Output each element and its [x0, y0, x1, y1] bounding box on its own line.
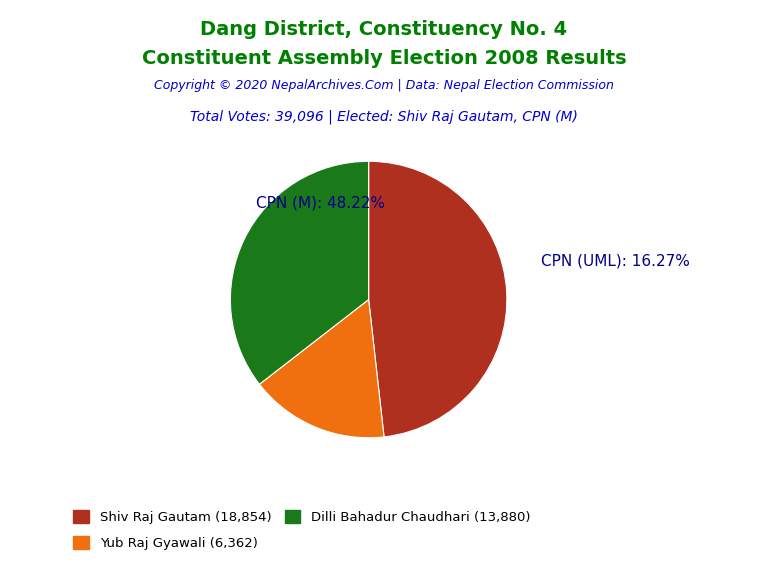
- Text: Copyright © 2020 NepalArchives.Com | Data: Nepal Election Commission: Copyright © 2020 NepalArchives.Com | Dat…: [154, 79, 614, 93]
- Legend: Shiv Raj Gautam (18,854), Dilli Bahadur Chaudhari (13,880): Shiv Raj Gautam (18,854), Dilli Bahadur …: [68, 505, 536, 529]
- Text: CPN (M): 48.22%: CPN (M): 48.22%: [256, 195, 385, 210]
- Text: Dang District, Constituency No. 4: Dang District, Constituency No. 4: [200, 20, 568, 39]
- Wedge shape: [260, 300, 384, 438]
- Text: Total Votes: 39,096 | Elected: Shiv Raj Gautam, CPN (M): Total Votes: 39,096 | Elected: Shiv Raj …: [190, 109, 578, 124]
- Legend: Yub Raj Gyawali (6,362): Yub Raj Gyawali (6,362): [68, 530, 263, 555]
- Wedge shape: [369, 161, 507, 437]
- Text: Constituent Assembly Election 2008 Results: Constituent Assembly Election 2008 Resul…: [141, 49, 627, 68]
- Wedge shape: [230, 161, 369, 384]
- Text: NC: 35.50%: NC: 35.50%: [0, 575, 1, 576]
- Text: CPN (UML): 16.27%: CPN (UML): 16.27%: [541, 253, 690, 268]
